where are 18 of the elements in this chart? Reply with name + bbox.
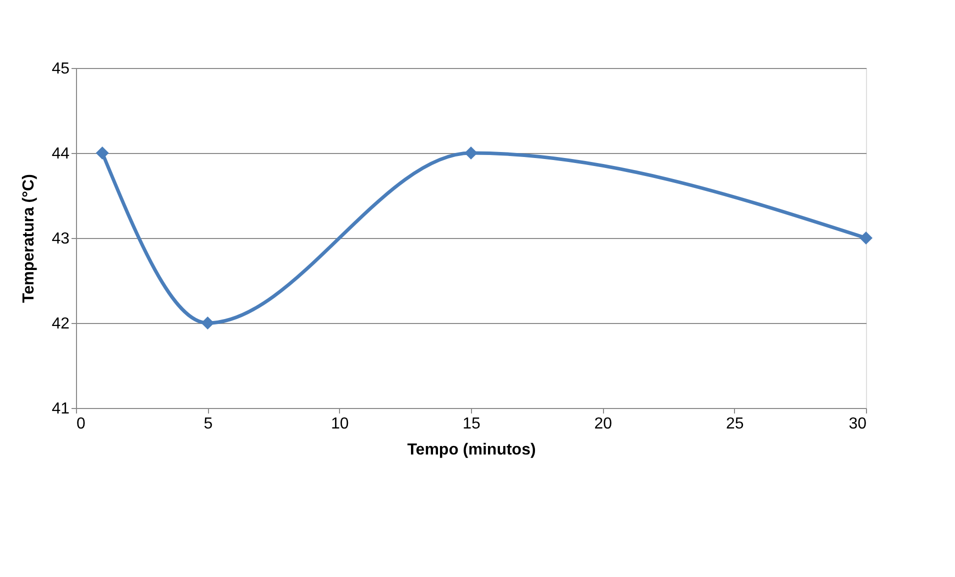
y-tick-label: 45	[52, 60, 70, 78]
x-tick-label: 0	[76, 416, 86, 432]
x-tick-label: 20	[594, 416, 612, 432]
point	[96, 146, 109, 160]
point	[859, 231, 873, 245]
point	[201, 316, 214, 330]
x-tick-label: 15	[462, 416, 480, 432]
x-axis-title: Tempo (minutos)	[407, 442, 536, 458]
y-axis-title: Temperatura (°C)	[20, 174, 38, 303]
x-tick-label: 10	[330, 416, 349, 432]
x-tick-label: 5	[204, 416, 213, 432]
y-tick-label: 43	[52, 230, 70, 248]
x-tick-label: 25	[726, 416, 744, 432]
y-tick-label: 41	[52, 400, 70, 418]
y-tick-label: 44	[52, 146, 70, 162]
x-tick-label: 30	[848, 416, 867, 432]
point	[464, 146, 478, 160]
y-tick-label: 42	[52, 316, 70, 332]
